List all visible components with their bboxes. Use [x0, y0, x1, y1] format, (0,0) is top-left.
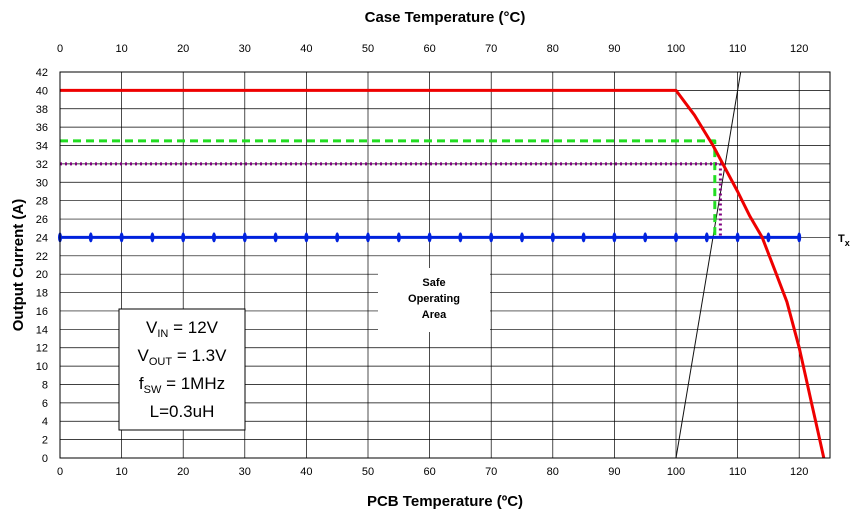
series-marker: [150, 232, 155, 243]
y-tick-label: 28: [36, 196, 48, 208]
y-tick-label: 4: [42, 416, 48, 428]
series-marker: [427, 232, 432, 243]
y-tick-label: 20: [36, 269, 48, 281]
series-line-0: [60, 88, 826, 459]
top-tick-label: 120: [790, 43, 808, 55]
x-tick-label: 50: [362, 466, 374, 478]
top-tick-label: 90: [608, 43, 620, 55]
safe-operating-area-annotation: Safe Operating Area: [378, 268, 490, 332]
series-marker: [612, 232, 617, 243]
y-tick-label: 6: [42, 398, 48, 410]
series-marker: [704, 232, 709, 243]
y-tick-label: 36: [36, 122, 48, 134]
top-tick-label: 10: [115, 43, 127, 55]
series-line-4: [60, 162, 722, 238]
y-tick-label: 8: [42, 379, 48, 391]
parameter-box-frame: [118, 308, 246, 431]
safe-operating-area-box: [378, 268, 490, 332]
y-tick-label: 2: [42, 435, 48, 447]
x-tick-label: 70: [485, 466, 497, 478]
series-marker: [335, 232, 340, 243]
param-inductance: L=0.3uH: [150, 402, 215, 421]
series-marker: [581, 232, 586, 243]
y-tick-label: 16: [36, 306, 48, 318]
parameter-box: VIN = 12V VOUT = 1.3V fSW = 1MHz L=0.3uH: [118, 308, 246, 431]
top-tick-label: 70: [485, 43, 497, 55]
y-tick-label: 18: [36, 288, 48, 300]
tick-labels: 0010102020303040405050606070708080909010…: [36, 43, 809, 478]
x-tick-label: 110: [729, 466, 747, 478]
param-fsw: fSW = 1MHz: [139, 374, 225, 396]
x-tick-label: 10: [115, 466, 127, 478]
top-tick-label: 80: [547, 43, 559, 55]
y-tick-label: 42: [36, 67, 48, 79]
series-marker: [242, 232, 247, 243]
top-tick-label: 50: [362, 43, 374, 55]
x-tick-label: 100: [667, 466, 685, 478]
series-layer: [58, 71, 826, 459]
x-tick-label: 80: [547, 466, 559, 478]
top-tick-label: 20: [177, 43, 189, 55]
tx-label: Tx: [838, 233, 850, 248]
series-marker: [550, 232, 555, 243]
y-tick-label: 12: [36, 343, 48, 355]
x-tick-label: 120: [790, 466, 808, 478]
series-marker: [766, 232, 771, 243]
y-tick-label: 38: [36, 104, 48, 116]
series-line-3: [60, 139, 717, 238]
y-tick-label: 22: [36, 251, 48, 263]
x-tick-label: 40: [300, 466, 312, 478]
x-tick-label: 30: [239, 466, 251, 478]
top-tick-label: 100: [667, 43, 685, 55]
series-marker: [520, 232, 524, 243]
series-marker: [366, 232, 370, 243]
series-marker: [119, 232, 124, 243]
series-marker: [88, 232, 93, 243]
y-tick-label: 32: [36, 159, 48, 171]
top-tick-label: 40: [300, 43, 312, 55]
series-marker: [735, 232, 740, 243]
plot-frame: [59, 71, 831, 459]
top-tick-label: 110: [729, 43, 747, 55]
y-tick-label: 0: [42, 453, 48, 465]
param-vout: VOUT = 1.3V: [138, 346, 228, 368]
x-axis-label: PCB Temperature (ºC): [367, 493, 523, 510]
series-marker: [674, 232, 678, 243]
top-tick-label: 30: [239, 43, 251, 55]
safe-area-line-1: Safe: [422, 277, 445, 289]
series-marker: [212, 232, 216, 243]
series-marker: [797, 232, 802, 243]
y-tick-label: 30: [36, 177, 48, 189]
y-tick-label: 34: [36, 141, 48, 153]
series-marker: [643, 232, 648, 243]
x-tick-label: 0: [57, 466, 63, 478]
y-axis-label: Output Current (A): [10, 199, 27, 331]
series-line-1: [675, 71, 742, 459]
y-tick-label: 24: [36, 232, 48, 244]
y-tick-label: 14: [36, 324, 48, 336]
y-tick-label: 10: [36, 361, 48, 373]
series-marker: [273, 232, 278, 243]
series-marker: [396, 232, 401, 243]
safe-area-line-3: Area: [422, 309, 447, 321]
y-tick-label: 40: [36, 85, 48, 97]
chart-title: Case Temperature (°C): [365, 9, 526, 26]
param-vin: VIN = 12V: [146, 318, 219, 340]
x-tick-label: 20: [177, 466, 189, 478]
y-tick-label: 26: [36, 214, 48, 226]
series-marker: [458, 232, 463, 243]
x-tick-label: 90: [608, 466, 620, 478]
x-tick-label: 60: [423, 466, 435, 478]
top-tick-label: 0: [57, 43, 63, 55]
series-marker: [489, 232, 494, 243]
safe-area-line-2: Operating: [408, 293, 460, 305]
series-marker: [304, 232, 309, 243]
top-tick-label: 60: [423, 43, 435, 55]
series-marker: [181, 232, 186, 243]
